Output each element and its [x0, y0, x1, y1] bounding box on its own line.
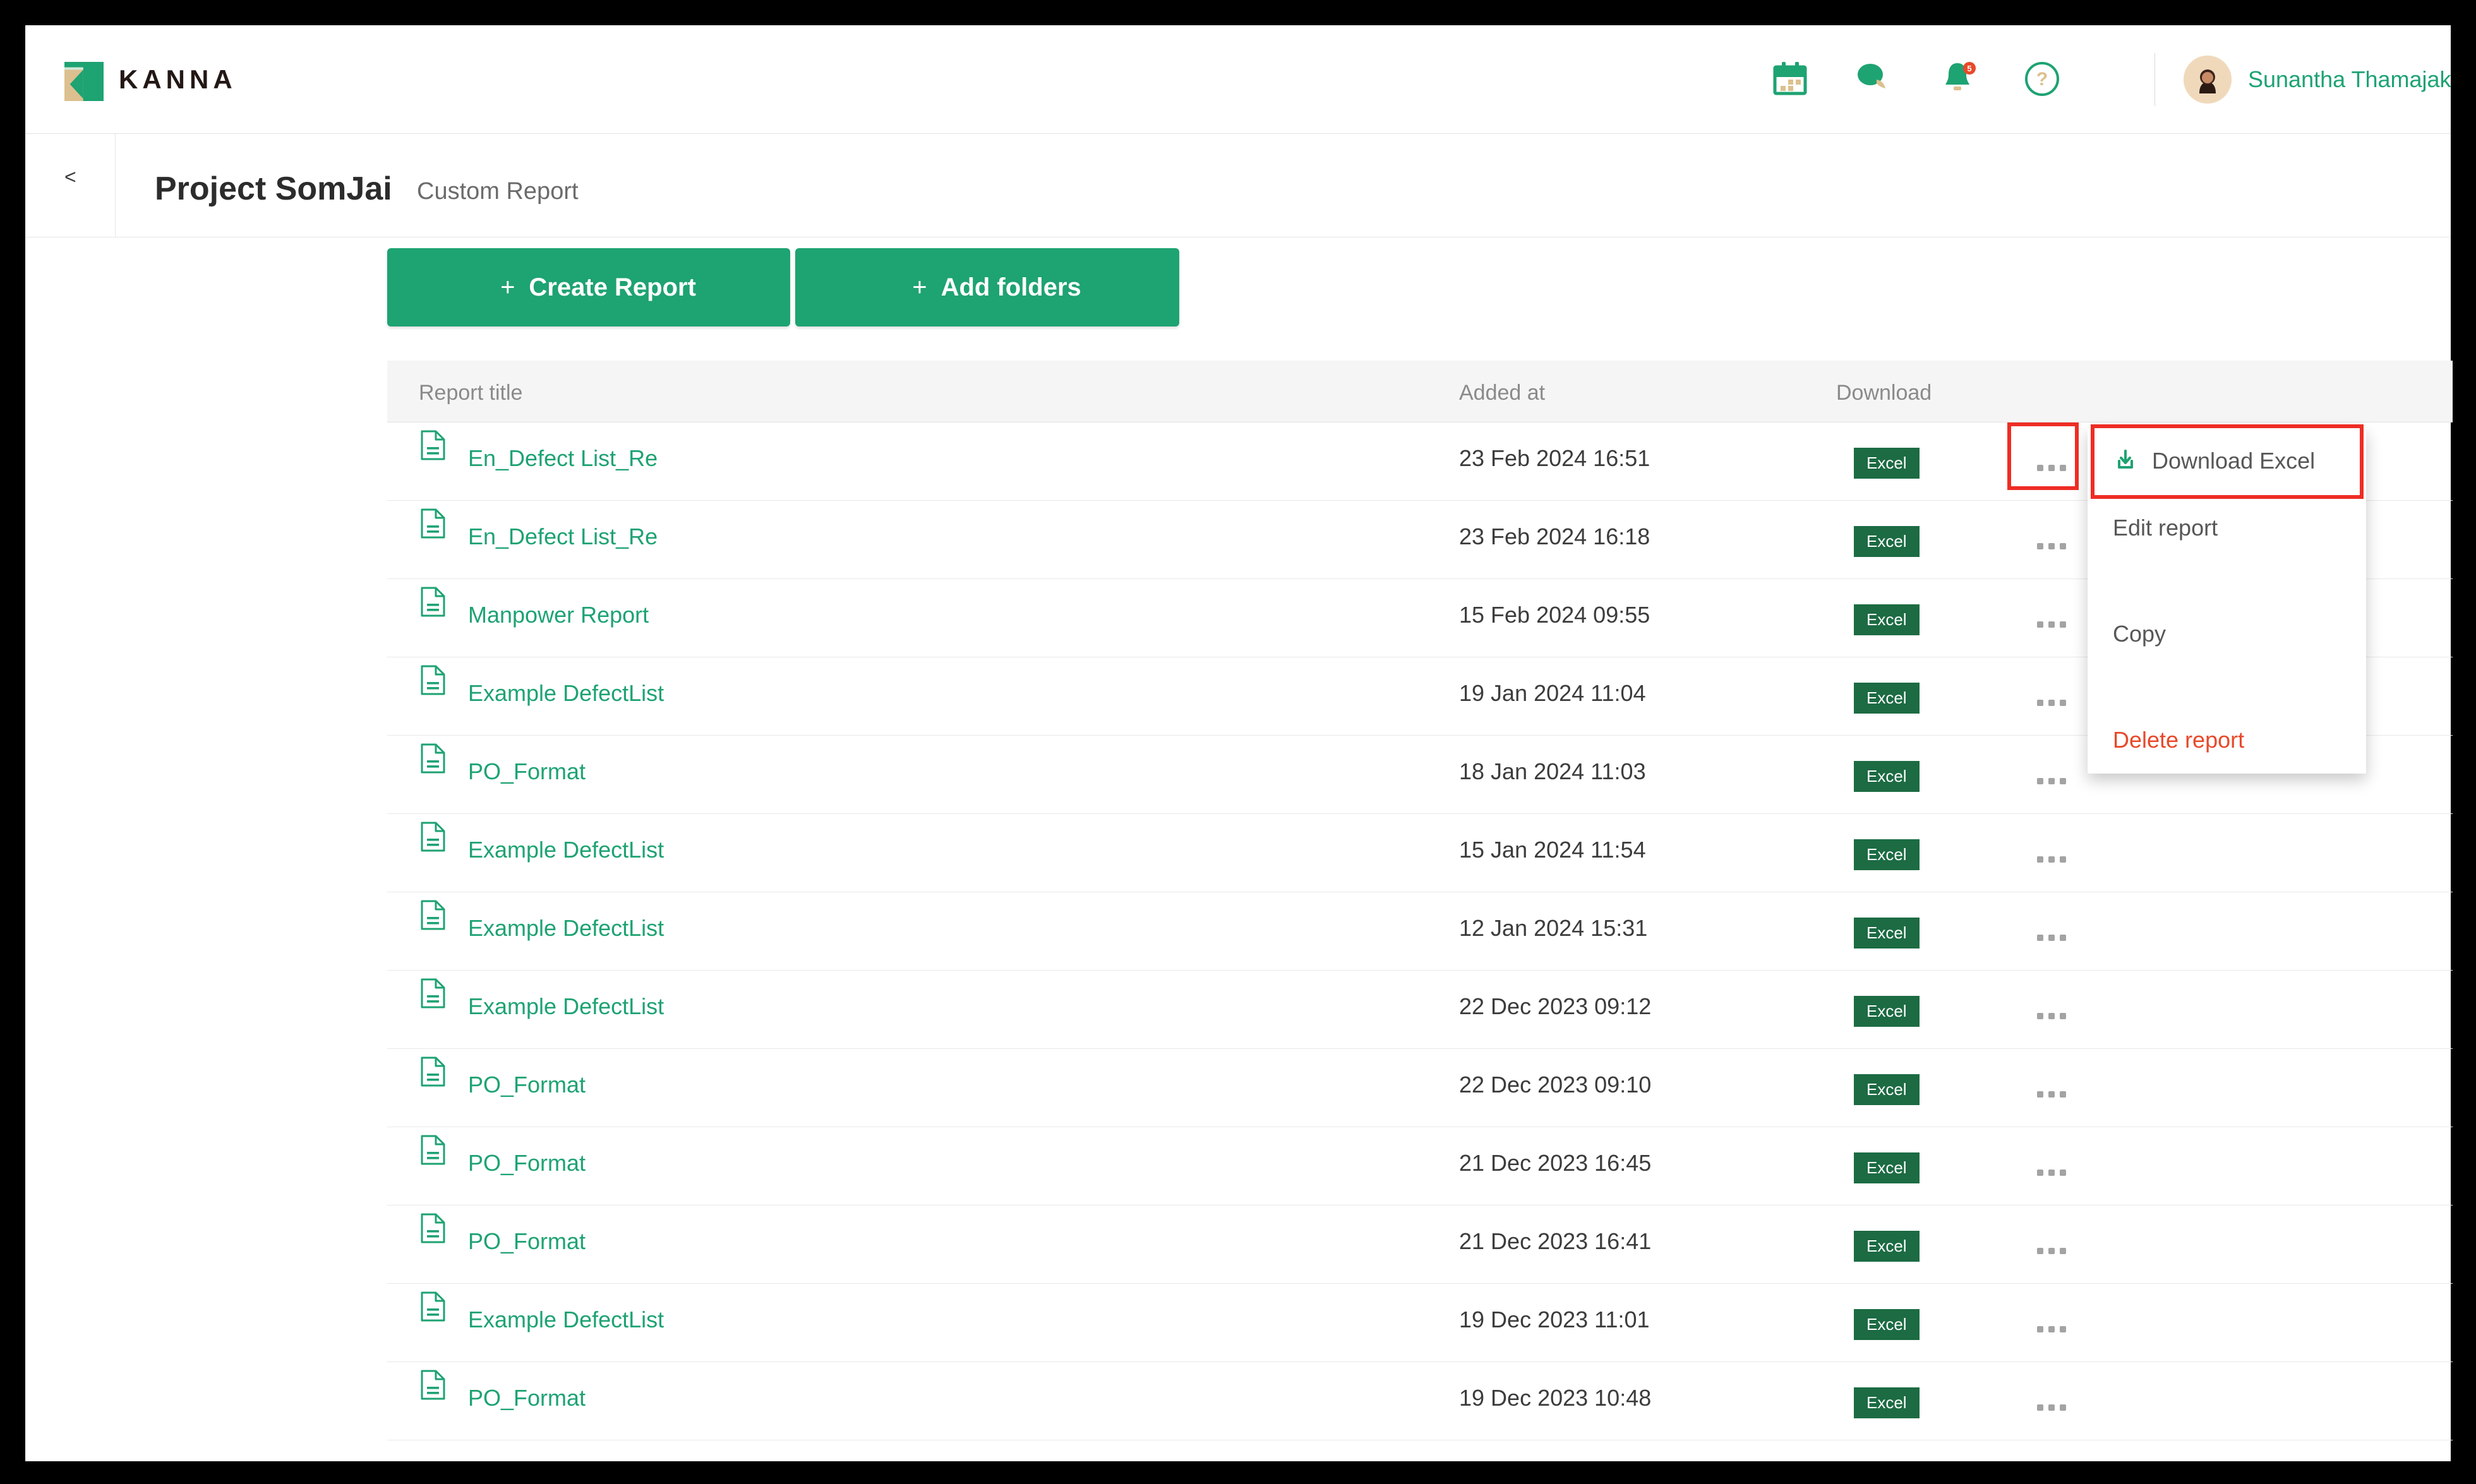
svg-text:?: ?: [2036, 69, 2048, 90]
svg-text:5: 5: [1967, 64, 1971, 73]
